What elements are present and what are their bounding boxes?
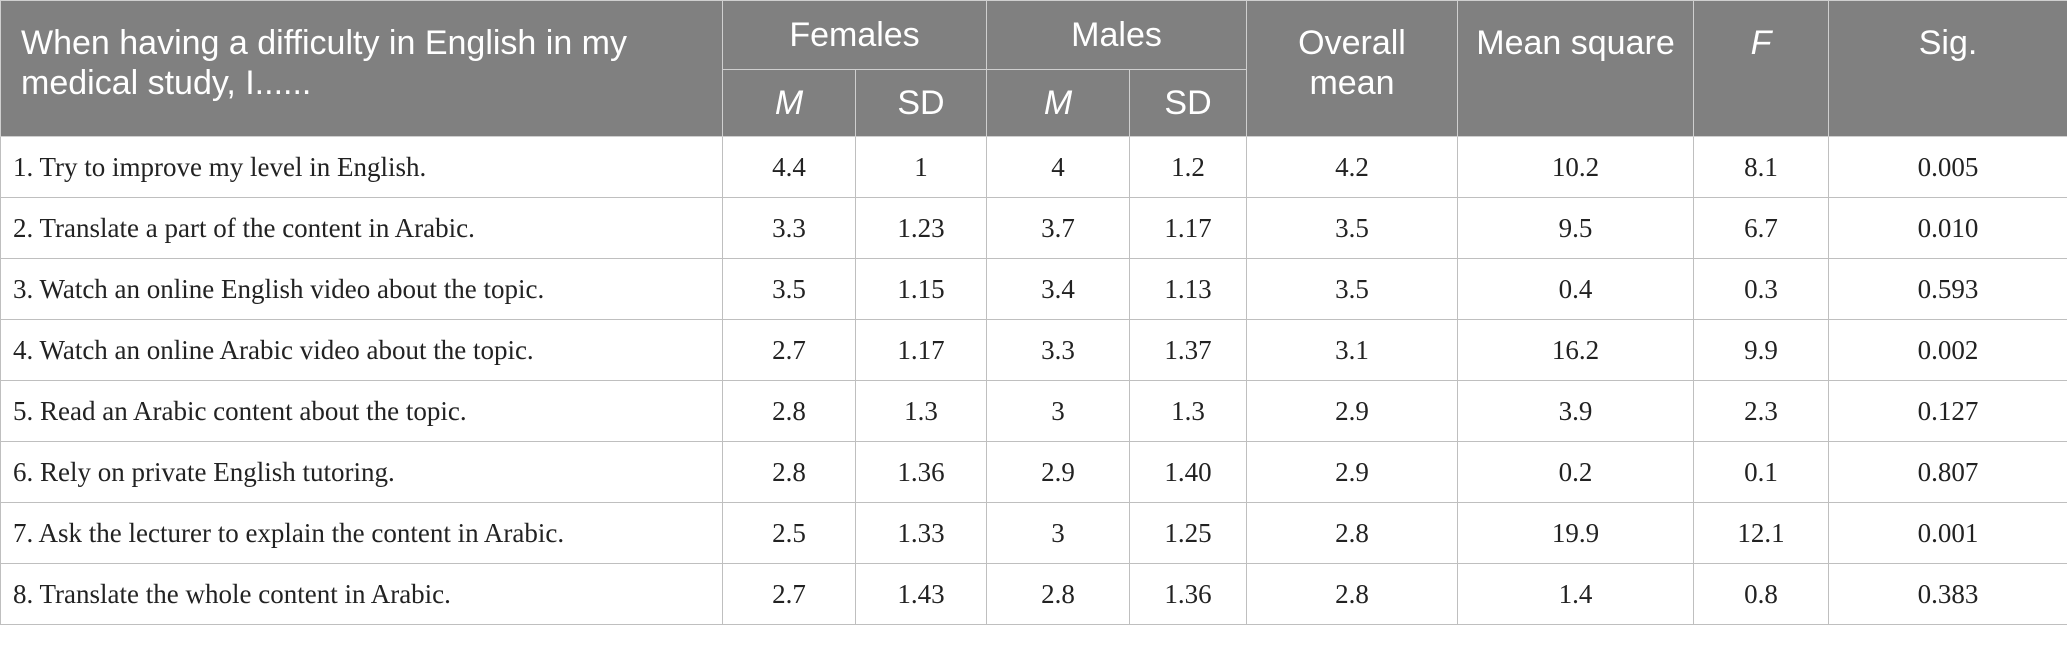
f-cell: 2.3 <box>1693 380 1830 442</box>
females-m-cell: 2.8 <box>722 441 856 503</box>
sig-cell: 0.807 <box>1828 441 2067 503</box>
sig-header: Sig. <box>1828 0 2067 137</box>
females-m-cell: 2.5 <box>722 502 856 564</box>
females-sd-cell: 1.43 <box>855 563 987 625</box>
sig-cell: 0.127 <box>1828 380 2067 442</box>
overall-mean-cell: 2.8 <box>1246 502 1459 564</box>
sig-cell: 0.005 <box>1828 136 2067 198</box>
males-m-cell: 3.3 <box>986 319 1130 381</box>
mean-square-cell: 1.4 <box>1457 563 1695 625</box>
sig-cell: 0.001 <box>1828 502 2067 564</box>
sig-cell: 0.002 <box>1828 319 2067 381</box>
table-row: 8. Translate the whole content in Arabic… <box>0 563 2067 625</box>
question-header: When having a difficulty in English in m… <box>0 0 723 137</box>
f-cell: 0.8 <box>1693 563 1830 625</box>
females-header: Females <box>722 0 987 70</box>
mean-square-cell: 0.2 <box>1457 441 1695 503</box>
males-m-cell: 3 <box>986 502 1130 564</box>
overall-mean-cell: 3.5 <box>1246 258 1459 320</box>
overall-mean-cell: 2.9 <box>1246 380 1459 442</box>
mean-square-cell: 19.9 <box>1457 502 1695 564</box>
overall-mean-header: Overall mean <box>1246 0 1459 137</box>
females-sd-header: SD <box>855 69 987 137</box>
females-sd-cell: 1.17 <box>855 319 987 381</box>
results-table: When having a difficulty in English in m… <box>0 0 2067 625</box>
females-m-header: M <box>722 69 856 137</box>
table-row: 4. Watch an online Arabic video about th… <box>0 319 2067 381</box>
item-cell: 6. Rely on private English tutoring. <box>0 441 723 503</box>
mean-square-cell: 10.2 <box>1457 136 1695 198</box>
mean-square-cell: 9.5 <box>1457 197 1695 259</box>
females-sd-cell: 1.23 <box>855 197 987 259</box>
males-header: Males <box>985 0 1248 70</box>
females-m-cell: 2.7 <box>722 563 856 625</box>
f-header: F <box>1693 0 1830 137</box>
table-row: 7. Ask the lecturer to explain the conte… <box>0 502 2067 564</box>
table-body: 1. Try to improve my level in English. 4… <box>0 136 2067 625</box>
females-sd-cell: 1.3 <box>855 380 987 442</box>
males-m-cell: 2.8 <box>986 563 1130 625</box>
sig-cell: 0.383 <box>1828 563 2067 625</box>
males-sd-header: SD <box>1128 69 1248 137</box>
table-row: 5. Read an Arabic content about the topi… <box>0 380 2067 442</box>
males-sd-cell: 1.36 <box>1128 563 1248 625</box>
f-cell: 12.1 <box>1693 502 1830 564</box>
item-cell: 4. Watch an online Arabic video about th… <box>0 319 723 381</box>
f-cell: 8.1 <box>1693 136 1830 198</box>
table-row: 3. Watch an online English video about t… <box>0 258 2067 320</box>
table-row: 6. Rely on private English tutoring. 2.8… <box>0 441 2067 503</box>
overall-mean-cell: 4.2 <box>1246 136 1459 198</box>
table-row: 2. Translate a part of the content in Ar… <box>0 197 2067 259</box>
mean-square-cell: 3.9 <box>1457 380 1695 442</box>
males-m-cell: 3.7 <box>986 197 1130 259</box>
males-m-cell: 2.9 <box>986 441 1130 503</box>
females-sd-cell: 1 <box>855 136 987 198</box>
females-sd-cell: 1.36 <box>855 441 987 503</box>
overall-mean-cell: 3.5 <box>1246 197 1459 259</box>
females-sd-cell: 1.15 <box>855 258 987 320</box>
females-sd-cell: 1.33 <box>855 502 987 564</box>
table-header: When having a difficulty in English in m… <box>0 0 2067 137</box>
overall-mean-cell: 3.1 <box>1246 319 1459 381</box>
males-sd-cell: 1.40 <box>1128 441 1248 503</box>
overall-mean-cell: 2.9 <box>1246 441 1459 503</box>
males-sd-cell: 1.17 <box>1128 197 1248 259</box>
item-cell: 3. Watch an online English video about t… <box>0 258 723 320</box>
f-cell: 0.3 <box>1693 258 1830 320</box>
females-m-cell: 2.7 <box>722 319 856 381</box>
sig-cell: 0.593 <box>1828 258 2067 320</box>
males-sd-cell: 1.25 <box>1128 502 1248 564</box>
f-cell: 9.9 <box>1693 319 1830 381</box>
males-m-cell: 3 <box>986 380 1130 442</box>
item-cell: 8. Translate the whole content in Arabic… <box>0 563 723 625</box>
mean-square-cell: 0.4 <box>1457 258 1695 320</box>
males-m-cell: 3.4 <box>986 258 1130 320</box>
item-cell: 1. Try to improve my level in English. <box>0 136 723 198</box>
table-row: 1. Try to improve my level in English. 4… <box>0 136 2067 198</box>
item-cell: 7. Ask the lecturer to explain the conte… <box>0 502 723 564</box>
males-sd-cell: 1.2 <box>1128 136 1248 198</box>
males-sd-cell: 1.13 <box>1128 258 1248 320</box>
mean-square-header: Mean square <box>1457 0 1695 137</box>
males-sd-cell: 1.3 <box>1128 380 1248 442</box>
males-m-header: M <box>986 69 1130 137</box>
item-cell: 2. Translate a part of the content in Ar… <box>0 197 723 259</box>
females-m-cell: 2.8 <box>722 380 856 442</box>
mean-square-cell: 16.2 <box>1457 319 1695 381</box>
males-m-cell: 4 <box>986 136 1130 198</box>
females-m-cell: 4.4 <box>722 136 856 198</box>
females-m-cell: 3.3 <box>722 197 856 259</box>
item-cell: 5. Read an Arabic content about the topi… <box>0 380 723 442</box>
overall-mean-cell: 2.8 <box>1246 563 1459 625</box>
f-cell: 0.1 <box>1693 441 1830 503</box>
males-sd-cell: 1.37 <box>1128 319 1248 381</box>
f-cell: 6.7 <box>1693 197 1830 259</box>
females-m-cell: 3.5 <box>722 258 856 320</box>
sig-cell: 0.010 <box>1828 197 2067 259</box>
